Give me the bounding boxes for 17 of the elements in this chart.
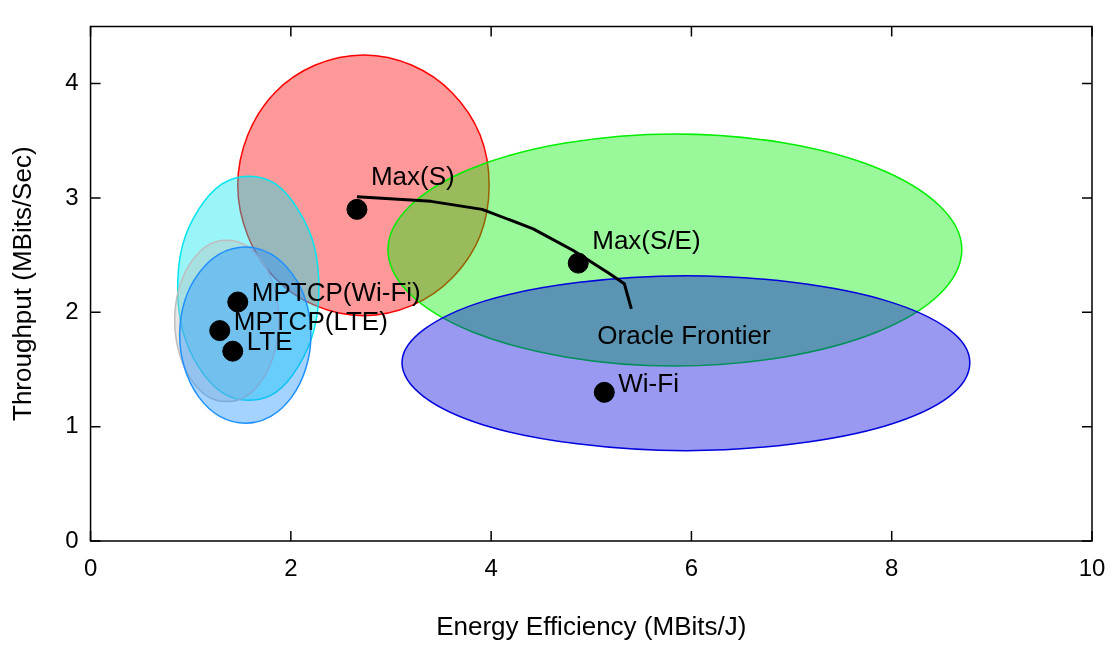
y-axis-title: Throughput (MBits/Sec) bbox=[6, 146, 37, 421]
x-tick-label: 4 bbox=[484, 554, 498, 582]
x-tick-label: 2 bbox=[284, 554, 298, 582]
y-tick-label: 2 bbox=[65, 296, 79, 324]
series-label: Max(S/E) bbox=[592, 225, 701, 256]
annotation: Oracle Frontier bbox=[597, 320, 772, 351]
y-tick-label: 4 bbox=[65, 68, 79, 96]
y-tick-label: 3 bbox=[65, 182, 79, 210]
series-label: Max(S) bbox=[370, 160, 455, 191]
x-tick-label: 0 bbox=[83, 554, 98, 582]
x-tick-label: 8 bbox=[885, 554, 899, 582]
x-axis-title: Energy Efficiency (MBits/J) bbox=[436, 610, 747, 641]
series-label: Wi-Fi bbox=[618, 367, 679, 398]
y-tick-label: 0 bbox=[65, 525, 79, 553]
y-tick-label: 1 bbox=[65, 411, 79, 439]
x-tick-label: 6 bbox=[684, 554, 699, 582]
x-tick-label: 10 bbox=[1078, 554, 1106, 582]
